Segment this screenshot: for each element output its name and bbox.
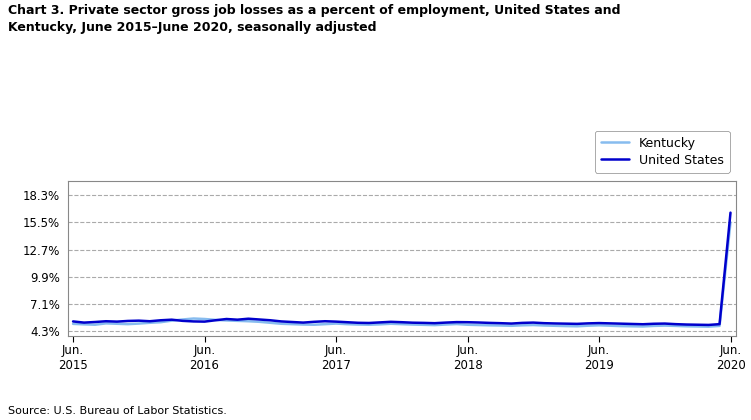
Line: Kentucky: Kentucky	[73, 222, 731, 327]
Kentucky	[200, 317, 209, 322]
United States	[726, 210, 735, 215]
United States	[299, 320, 308, 325]
Kentucky	[68, 321, 77, 326]
Kentucky	[222, 318, 231, 323]
Line: United States: United States	[73, 213, 731, 325]
Kentucky	[419, 322, 428, 327]
Text: Chart 3. Private sector gross job losses as a percent of employment, United Stat: Chart 3. Private sector gross job losses…	[8, 4, 620, 34]
United States	[200, 319, 209, 324]
Kentucky	[726, 220, 735, 225]
Kentucky	[463, 322, 472, 327]
Kentucky	[299, 322, 308, 327]
United States	[704, 323, 713, 328]
United States	[638, 322, 647, 327]
United States	[68, 319, 77, 324]
United States	[222, 317, 231, 322]
United States	[463, 320, 472, 325]
Legend: Kentucky, United States: Kentucky, United States	[595, 131, 730, 173]
Text: Source: U.S. Bureau of Labor Statistics.: Source: U.S. Bureau of Labor Statistics.	[8, 406, 226, 416]
United States	[419, 320, 428, 326]
Kentucky	[638, 324, 647, 329]
Kentucky	[704, 324, 713, 329]
